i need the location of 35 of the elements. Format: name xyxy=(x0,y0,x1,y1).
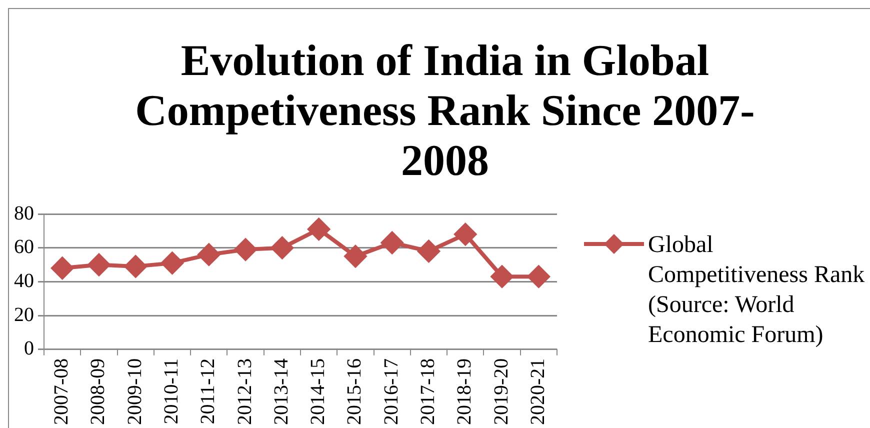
x-tick-label: 2013-14 xyxy=(270,358,292,426)
point xyxy=(418,240,440,262)
x-tick-label: 2011-12 xyxy=(197,358,220,424)
point xyxy=(88,254,110,276)
x-tick-label: 2016-17 xyxy=(380,358,402,426)
legend-label: Global Competitiveness Rank (Source: World Economic Forum) xyxy=(648,231,866,350)
y-tick-label: 60 xyxy=(14,236,34,258)
point xyxy=(198,244,220,266)
x-tick-label: 2019-20 xyxy=(490,358,512,426)
x-tick-label: 2018-19 xyxy=(454,358,476,426)
point xyxy=(271,236,294,259)
x-tick-label: 2020-21 xyxy=(526,358,549,426)
point xyxy=(124,255,147,278)
x-tick-label: 2009-10 xyxy=(124,358,146,426)
y-tick-label: 40 xyxy=(14,270,34,292)
x-tick-label: 2017-18 xyxy=(417,358,439,426)
y-tick-label: 20 xyxy=(14,304,34,326)
point xyxy=(344,245,366,268)
chart-title: Evolution of India in Global Competiveness Rank Since 2007-2008 xyxy=(134,36,756,186)
x-tick-label: 2012-13 xyxy=(234,358,256,426)
point xyxy=(381,232,404,254)
x-tick-label: 2007-08 xyxy=(50,358,73,426)
point xyxy=(234,238,257,261)
point xyxy=(161,252,184,274)
point xyxy=(528,266,550,288)
point xyxy=(308,218,330,240)
y-tick-label: 0 xyxy=(24,338,34,360)
x-tick-label: 2010-11 xyxy=(160,358,182,424)
point xyxy=(454,223,476,246)
point xyxy=(51,257,74,280)
x-tick-label: 2014-15 xyxy=(307,358,330,426)
y-tick-label: 80 xyxy=(14,202,34,224)
point xyxy=(491,266,514,288)
x-tick-label: 2008-09 xyxy=(87,358,110,426)
x-tick-label: 2015-16 xyxy=(344,358,366,426)
